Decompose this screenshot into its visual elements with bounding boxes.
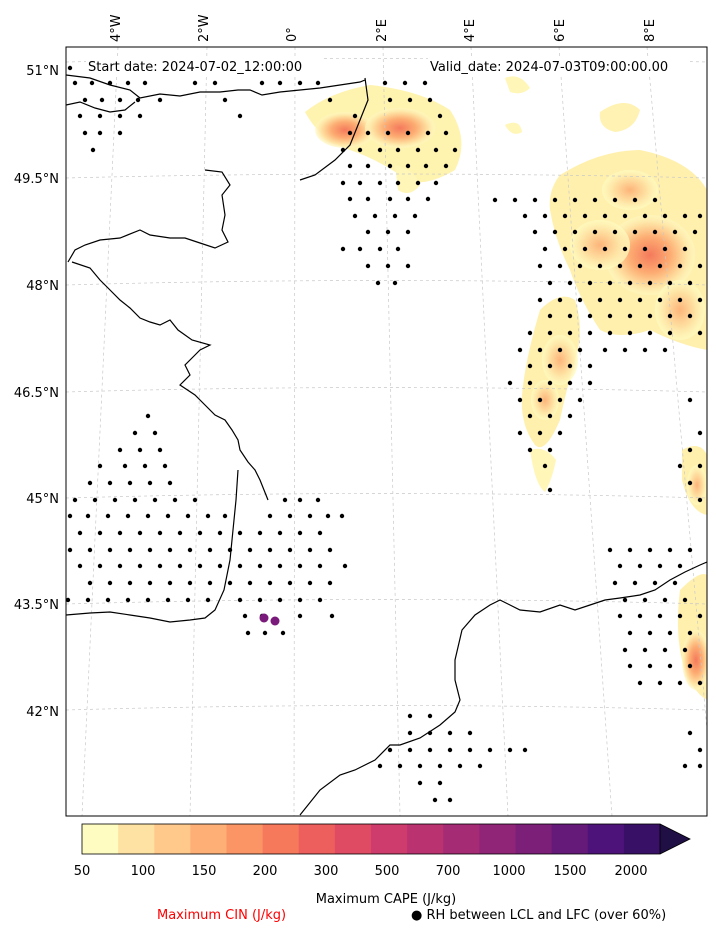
cin-legend-label: Maximum CIN (J/kg) bbox=[157, 908, 287, 923]
colorbar-frame bbox=[81, 823, 661, 855]
coastline bbox=[66, 74, 707, 816]
lon-tick-labels: 4°W 2°W 0° 2°E 4°E 6°E 8°E bbox=[109, 14, 658, 42]
lat-tick-label: 46.5°N bbox=[14, 386, 59, 401]
colorbar-cell bbox=[190, 824, 227, 854]
rh-dots-south bbox=[377, 547, 703, 803]
lat-tick-label: 43.5°N bbox=[14, 598, 59, 613]
colorbar-tick-label: 150 bbox=[192, 864, 217, 879]
rh-legend-label: ● RH between LCL and LFC (over 60%) bbox=[411, 908, 667, 923]
colorbar-cell bbox=[262, 824, 300, 854]
colorbar-tick-label: 100 bbox=[131, 864, 156, 879]
valid-date-bg bbox=[428, 58, 690, 76]
colorbar-extend-arrow bbox=[660, 824, 690, 854]
colorbar-cell bbox=[515, 824, 553, 854]
colorbar-tick-label: 700 bbox=[436, 864, 461, 879]
start-date-bg bbox=[86, 58, 322, 76]
colorbar-arrow-outline bbox=[659, 823, 691, 855]
lon-tick-label: 4°E bbox=[463, 19, 478, 42]
lon-tick-label: 2°E bbox=[375, 19, 390, 42]
colorbar-cell bbox=[623, 824, 661, 854]
rh-dots-east bbox=[492, 197, 703, 503]
map-frame bbox=[65, 46, 708, 817]
colorbar-tick-label: 300 bbox=[314, 864, 339, 879]
colorbar-cell bbox=[407, 824, 444, 854]
lon-tick-label: 6°E bbox=[553, 19, 568, 42]
lat-tick-label: 42°N bbox=[26, 705, 59, 720]
lat-tick-label: 45°N bbox=[26, 492, 59, 507]
rh-dots-north bbox=[67, 65, 458, 286]
lon-tick-label: 4°W bbox=[109, 14, 124, 42]
colorbar-cell bbox=[587, 824, 625, 854]
colorbar-tick-label: 1500 bbox=[553, 864, 586, 879]
cin-markers bbox=[259, 613, 280, 626]
colorbar bbox=[82, 824, 661, 854]
colorbar-cell bbox=[82, 824, 119, 854]
lat-tick-label: 49.5°N bbox=[14, 172, 59, 187]
colorbar-cell bbox=[298, 824, 336, 854]
colorbar-cell bbox=[551, 824, 589, 854]
lat-tick-label: 51°N bbox=[26, 64, 59, 79]
colorbar-cell bbox=[226, 824, 264, 854]
colorbar-tick-label: 2000 bbox=[614, 864, 647, 879]
rh-dots-biscay bbox=[66, 413, 348, 636]
colorbar-cell bbox=[443, 824, 480, 854]
colorbar-cell bbox=[479, 824, 516, 854]
colorbar-tick-label: 200 bbox=[253, 864, 278, 879]
start-date-label: Start date: 2024-07-02_12:00:00 bbox=[88, 60, 302, 75]
colorbar-cell bbox=[334, 824, 372, 854]
valid-date-label: Valid_date: 2024-07-03T09:00:00.00 bbox=[430, 60, 668, 75]
lat-tick-label: 48°N bbox=[26, 279, 59, 294]
lon-tick-label: 2°W bbox=[197, 14, 212, 42]
lat-tick-labels: 51°N 49.5°N 48°N 46.5°N 45°N 43.5°N 42°N bbox=[14, 64, 59, 720]
lon-tick-label: 0° bbox=[285, 27, 300, 42]
cape-cores bbox=[315, 108, 707, 690]
colorbar-cell bbox=[371, 824, 408, 854]
colorbar-title: Maximum CAPE (J/kg) bbox=[316, 892, 456, 907]
colorbar-cell bbox=[118, 824, 155, 854]
colorbar-cell bbox=[154, 824, 191, 854]
colorbar-tick-label: 50 bbox=[74, 864, 91, 879]
colorbar-tick-label: 500 bbox=[375, 864, 400, 879]
lon-tick-label: 8°E bbox=[643, 19, 658, 42]
colorbar-tick-labels: 50 100 150 200 300 500 700 1000 1500 200… bbox=[74, 864, 648, 879]
colorbar-tick-label: 1000 bbox=[492, 864, 525, 879]
